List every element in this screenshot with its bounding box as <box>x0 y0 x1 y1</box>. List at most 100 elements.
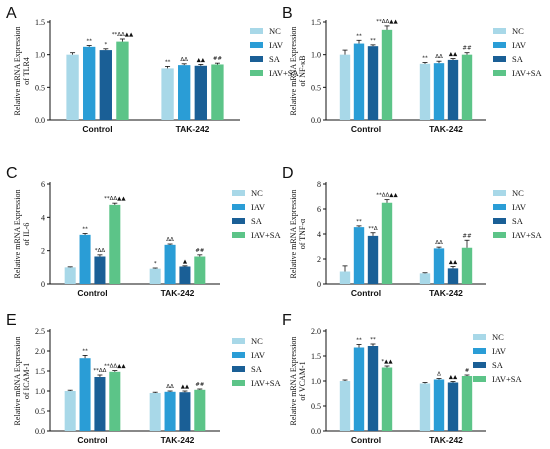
y-tick-label: 2 <box>317 255 321 264</box>
significance-label: ## <box>213 56 223 62</box>
legend-swatch <box>493 204 506 210</box>
legend-label: IAV+SA <box>512 68 543 78</box>
y-axis-label: Relative mRNA Expression <box>289 337 298 426</box>
y-tick-label: 1.0 <box>311 51 321 60</box>
significance-label: ** <box>82 227 88 233</box>
y-tick-label: 6 <box>317 205 321 214</box>
y-axis-label: Relative mRNA Expression <box>13 337 22 426</box>
legend-label: SA <box>492 360 504 370</box>
y-tick-label: 2 <box>41 247 45 256</box>
y-tick-label: 0 <box>317 280 321 289</box>
legend-label: SA <box>512 216 524 226</box>
y-tick-label: 8 <box>317 180 321 189</box>
x-category-label: Control <box>77 288 107 298</box>
significance-label: ▲ <box>183 259 188 265</box>
significance-label: **ΔΔ <box>93 368 106 374</box>
significance-label: ** <box>356 338 362 344</box>
y-tick-label: 0.0 <box>311 427 321 436</box>
bar-nc <box>161 68 174 120</box>
legend-swatch <box>493 28 506 34</box>
significance-label: ΔΔ <box>180 57 188 63</box>
legend-label: IAV+SA <box>492 374 523 384</box>
significance-label: ▲▲ <box>449 375 458 381</box>
significance-label: ** <box>165 59 171 65</box>
legend-swatch <box>493 190 506 196</box>
legend-swatch <box>493 218 506 224</box>
y-tick-label: 2.5 <box>35 327 45 336</box>
bar-iav <box>164 244 176 284</box>
bar-nc <box>64 267 76 284</box>
significance-label: ** <box>422 56 428 62</box>
y-tick-label: 0.5 <box>35 83 45 92</box>
significance-label: ** <box>82 348 88 354</box>
significance-label: ▲▲ <box>449 52 458 58</box>
bar-sa <box>99 50 112 120</box>
bar-nc <box>149 268 161 284</box>
panel-letter: B <box>282 5 293 22</box>
x-category-label: TAK-242 <box>176 124 210 134</box>
bar-iav <box>433 379 445 431</box>
bar-iav <box>79 358 91 431</box>
y-tick-label: 1.5 <box>35 367 45 376</box>
significance-label: ## <box>195 382 205 388</box>
significance-label: ΔΔ <box>166 237 174 243</box>
significance-label: ** <box>370 337 376 343</box>
legend-swatch <box>473 334 486 340</box>
legend-label: SA <box>512 54 524 64</box>
y-tick-label: 6 <box>41 180 45 189</box>
significance-label: ΔΔ <box>435 240 443 246</box>
bar-iav <box>178 65 191 120</box>
bar-iav-sa <box>194 389 206 431</box>
legend-label: SA <box>251 216 263 226</box>
y-tick-label: 0 <box>41 280 45 289</box>
bar-sa <box>179 392 191 431</box>
legend-swatch <box>250 70 263 76</box>
y-tick-label: 2.0 <box>35 347 45 356</box>
legend-swatch <box>493 56 506 62</box>
bar-iav-sa <box>461 54 473 120</box>
bar-iav-sa <box>381 29 393 121</box>
significance-label: * <box>154 261 157 267</box>
legend-swatch <box>473 348 486 354</box>
legend-swatch <box>232 380 245 386</box>
legend-swatch <box>493 42 506 48</box>
bar-iav-sa <box>461 376 473 431</box>
legend-swatch <box>250 56 263 62</box>
legend-swatch <box>473 362 486 368</box>
y-tick-label: 0.5 <box>311 402 321 411</box>
bar-sa <box>179 266 191 284</box>
y-axis-label: Relative mRNA Expression <box>13 27 22 116</box>
significance-label: **ΔΔ▲▲ <box>376 19 398 25</box>
bar-iav <box>433 63 445 120</box>
bar-iav-sa <box>109 204 121 284</box>
legend-label: NC <box>269 26 281 36</box>
bar-sa <box>447 59 459 120</box>
legend-label: IAV <box>512 202 527 212</box>
bar-iav-sa <box>381 202 393 284</box>
significance-label: *ΔΔ <box>95 248 106 254</box>
bar-sa <box>367 46 379 120</box>
significance-label: ## <box>195 248 205 254</box>
significance-label: **ΔΔ▲▲ <box>104 196 126 202</box>
y-axis-label: of NF-κB <box>298 56 307 87</box>
bar-nc <box>149 393 161 431</box>
significance-label: ## <box>462 233 472 239</box>
significance-label: ** <box>370 38 376 44</box>
y-axis-label: Relative mRNA Expression <box>13 190 22 279</box>
bar-iav <box>353 43 365 121</box>
legend-label: IAV <box>269 40 284 50</box>
bar-iav <box>164 391 176 431</box>
y-tick-label: 1.5 <box>35 18 45 27</box>
bar-iav <box>353 227 365 284</box>
significance-label: ▲▲ <box>197 57 206 63</box>
significance-label: **ΔΔ▲▲ <box>112 32 134 38</box>
bar-iav <box>79 234 91 284</box>
x-category-label: TAK-242 <box>429 435 463 445</box>
bar-iav-sa <box>116 41 129 120</box>
bar-iav-sa <box>381 367 393 431</box>
bar-iav-sa <box>461 247 473 284</box>
legend-label: IAV <box>492 346 507 356</box>
legend-swatch <box>473 376 486 382</box>
legend-swatch <box>232 204 245 210</box>
